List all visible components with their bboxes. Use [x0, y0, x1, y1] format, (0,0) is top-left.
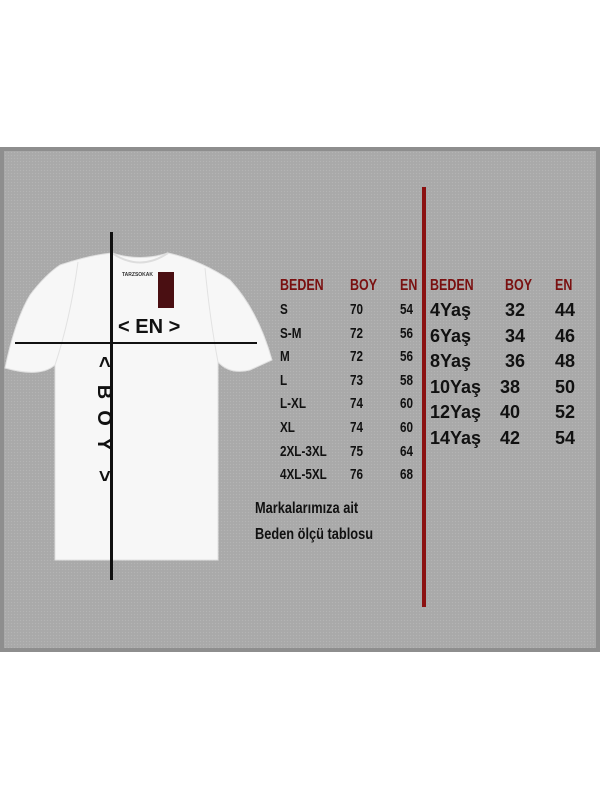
- adult-table-cell: 2XL-3XL: [280, 442, 327, 460]
- adult-table-cell: 54: [400, 301, 414, 318]
- tshirt-image: [4, 252, 273, 561]
- kids-table-cell: 50: [555, 376, 576, 397]
- adult-table-cell: M: [280, 348, 290, 366]
- adult-table-cell: XL: [280, 419, 295, 436]
- adult-table-cell: S: [280, 301, 288, 318]
- kids-header-cell: BEDEN: [430, 277, 474, 294]
- adult-table-cell: 72: [350, 348, 364, 366]
- kids-table-cell: 14Yaş: [430, 427, 482, 448]
- background-panel: [0, 147, 600, 652]
- length-label-char: Y: [93, 437, 115, 451]
- adult-table-cell: 76: [350, 466, 364, 484]
- length-label: < B O Y >: [92, 352, 116, 486]
- kids-table-cell: 42: [500, 427, 521, 448]
- kids-table-cell: 8Yaş: [430, 351, 472, 371]
- adult-table-cell: 74: [350, 395, 364, 413]
- kids-table-cell: 10Yaş: [430, 376, 482, 397]
- adult-table-cell: 74: [350, 419, 364, 436]
- kids-table-cell: 6Yaş: [430, 325, 472, 346]
- adult-header-cell: EN: [400, 277, 418, 294]
- adult-table-cell: 56: [400, 324, 414, 342]
- kids-table-cell: 32: [505, 300, 526, 320]
- kids-table-cell: 4Yaş: [430, 300, 472, 320]
- length-measure-line: [110, 232, 113, 580]
- kids-table-cell: 48: [555, 351, 576, 371]
- adult-table-cell: 72: [350, 324, 364, 342]
- kids-table-cell: 44: [555, 300, 576, 320]
- adult-table-cell: 64: [400, 442, 414, 460]
- width-measure-line: [15, 342, 257, 344]
- adult-table-cell: 68: [400, 466, 414, 484]
- length-label-char: >: [93, 470, 115, 482]
- adult-table-cell: 60: [400, 419, 414, 436]
- length-label-char: O: [93, 410, 115, 426]
- kids-table-cell: 40: [500, 402, 521, 422]
- adult-table-cell: 75: [350, 442, 364, 460]
- kids-table-cell: 36: [505, 351, 526, 371]
- adult-table-cell: 58: [400, 371, 414, 389]
- shirt-tag: [158, 272, 174, 308]
- kids-header-cell: BOY: [505, 277, 533, 294]
- adult-table-cell: L: [280, 371, 288, 389]
- kids-table-cell: 54: [555, 427, 576, 448]
- kids-table-cell: 34: [505, 325, 526, 346]
- note-line-1: Markalarımıza ait: [255, 500, 359, 517]
- adult-header-cell: BOY: [350, 277, 378, 294]
- adult-table-cell: S-M: [280, 324, 302, 342]
- adult-table-cell: 73: [350, 371, 364, 389]
- length-label-char: B: [93, 384, 115, 400]
- kids-table-cell: 12Yaş: [430, 402, 482, 422]
- kids-table-cell: 38: [500, 376, 521, 397]
- note-line-2: Beden ölçü tablosu: [255, 526, 374, 543]
- adult-header-cell: BEDEN: [280, 277, 324, 294]
- adult-table-cell: 56: [400, 348, 414, 366]
- adult-table-cell: 70: [350, 301, 364, 318]
- kids-table-cell: 52: [555, 402, 576, 422]
- width-label: < EN >: [118, 316, 181, 338]
- kids-table-cell: 46: [555, 325, 576, 346]
- brand-label: TARZSOKAK: [122, 272, 154, 278]
- adult-table-cell: L-XL: [280, 395, 306, 413]
- table-divider: [422, 187, 426, 607]
- length-label-char: <: [93, 356, 115, 368]
- adult-table-cell: 60: [400, 395, 414, 413]
- adult-table-cell: 4XL-5XL: [280, 466, 327, 484]
- kids-header-cell: EN: [555, 277, 573, 294]
